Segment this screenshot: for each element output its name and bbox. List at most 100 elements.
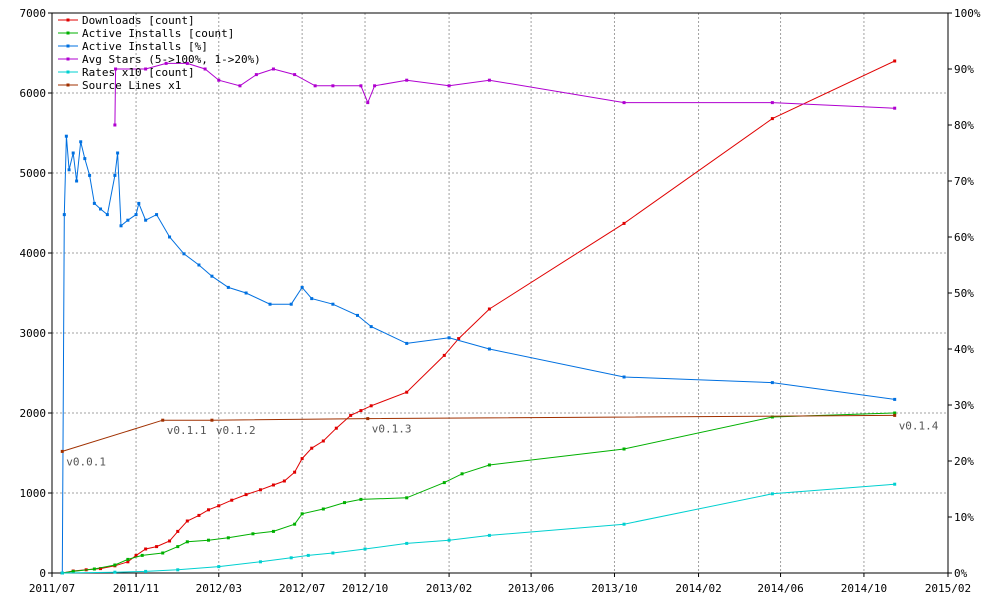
data-point (310, 446, 314, 450)
data-point (92, 201, 96, 205)
y-right-tick-label: 30% (954, 399, 974, 412)
series-line (61, 136, 895, 574)
data-point (405, 341, 409, 345)
data-point (144, 569, 148, 573)
data-point (770, 415, 774, 419)
data-point (75, 179, 79, 183)
data-point (210, 418, 214, 422)
legend-label: Active Installs [count] (82, 27, 234, 40)
data-point (271, 483, 275, 487)
data-point (893, 411, 897, 415)
y-right-tick-label: 100% (954, 7, 981, 20)
x-tick-label: 2015/02 (925, 582, 971, 595)
data-point (306, 553, 310, 557)
legend-swatch-marker (66, 83, 70, 87)
data-point (447, 336, 451, 340)
x-tick-label: 2014/02 (675, 582, 721, 595)
data-point (134, 553, 138, 557)
data-point (176, 545, 180, 549)
data-point (185, 540, 189, 544)
data-point (251, 532, 255, 536)
x-tick-label: 2012/03 (196, 582, 242, 595)
series-line (62, 60, 895, 574)
data-point (210, 274, 214, 278)
y-right-tick-label: 20% (954, 455, 974, 468)
data-point (405, 390, 409, 394)
data-point (271, 529, 275, 533)
data-point (176, 568, 180, 572)
data-point (126, 218, 130, 222)
data-point (226, 285, 230, 289)
data-point (331, 84, 335, 88)
series-2 (60, 134, 897, 575)
data-point (293, 73, 297, 77)
data-point (126, 557, 130, 561)
data-point (271, 67, 275, 71)
data-point (185, 61, 189, 65)
version-annotation: v0.1.3 (372, 423, 412, 436)
data-point (207, 538, 211, 542)
data-point (71, 151, 75, 155)
data-point (126, 560, 130, 564)
data-point (168, 235, 172, 239)
series-line (114, 62, 895, 126)
data-point (62, 213, 66, 217)
data-point (217, 504, 221, 508)
annotation-layer: v0.0.1 v0.1.1 v0.1.2 v0.1.3 v0.1.4 (66, 419, 939, 468)
data-point (356, 313, 360, 317)
data-point (155, 545, 159, 549)
data-point (254, 73, 258, 77)
data-point (217, 565, 221, 569)
x-tick-label: 2014/06 (757, 582, 803, 595)
data-point (79, 140, 83, 144)
x-tick-label: 2014/10 (841, 582, 887, 595)
y-right-tick-label: 0% (954, 567, 968, 580)
data-point (405, 496, 409, 500)
series-line (62, 483, 895, 574)
data-point (92, 567, 96, 571)
legend-label: Downloads [count] (82, 14, 195, 27)
legend-label: Active Installs [%] (82, 40, 208, 53)
data-point (622, 221, 626, 225)
data-point (321, 439, 325, 443)
data-point (60, 571, 64, 575)
y-right-tick-label: 60% (954, 231, 974, 244)
data-point (310, 297, 314, 301)
x-tick-label: 2011/07 (29, 582, 75, 595)
legend-swatch-marker (66, 44, 70, 48)
data-point (176, 529, 180, 533)
data-point (447, 538, 451, 542)
data-point (447, 84, 451, 88)
data-point (161, 418, 165, 422)
data-point (113, 563, 117, 567)
data-point (161, 551, 165, 555)
data-point (244, 493, 248, 497)
data-point (487, 533, 491, 537)
data-point (144, 547, 148, 551)
data-point (622, 522, 626, 526)
series-0 (60, 59, 897, 575)
data-point (113, 173, 117, 177)
data-point (113, 123, 117, 127)
legend-swatch-marker (66, 57, 70, 61)
data-point (114, 67, 118, 71)
data-point (289, 302, 293, 306)
data-point (244, 291, 248, 295)
x-tick-label: 2012/07 (279, 582, 325, 595)
data-point (487, 78, 491, 82)
data-point (366, 417, 370, 421)
legend-label: Source Lines x1 (82, 79, 181, 92)
data-point (622, 375, 626, 379)
data-point (770, 101, 774, 105)
grid-layer (52, 13, 948, 573)
data-point (343, 501, 347, 505)
data-point (217, 78, 221, 82)
data-point (137, 201, 141, 205)
data-point (405, 78, 409, 82)
data-point (457, 337, 461, 341)
data-point (369, 325, 373, 329)
y-right-tick-label: 10% (954, 511, 974, 524)
legend-swatch-marker (66, 18, 70, 22)
version-annotation: v0.1.2 (216, 424, 256, 437)
